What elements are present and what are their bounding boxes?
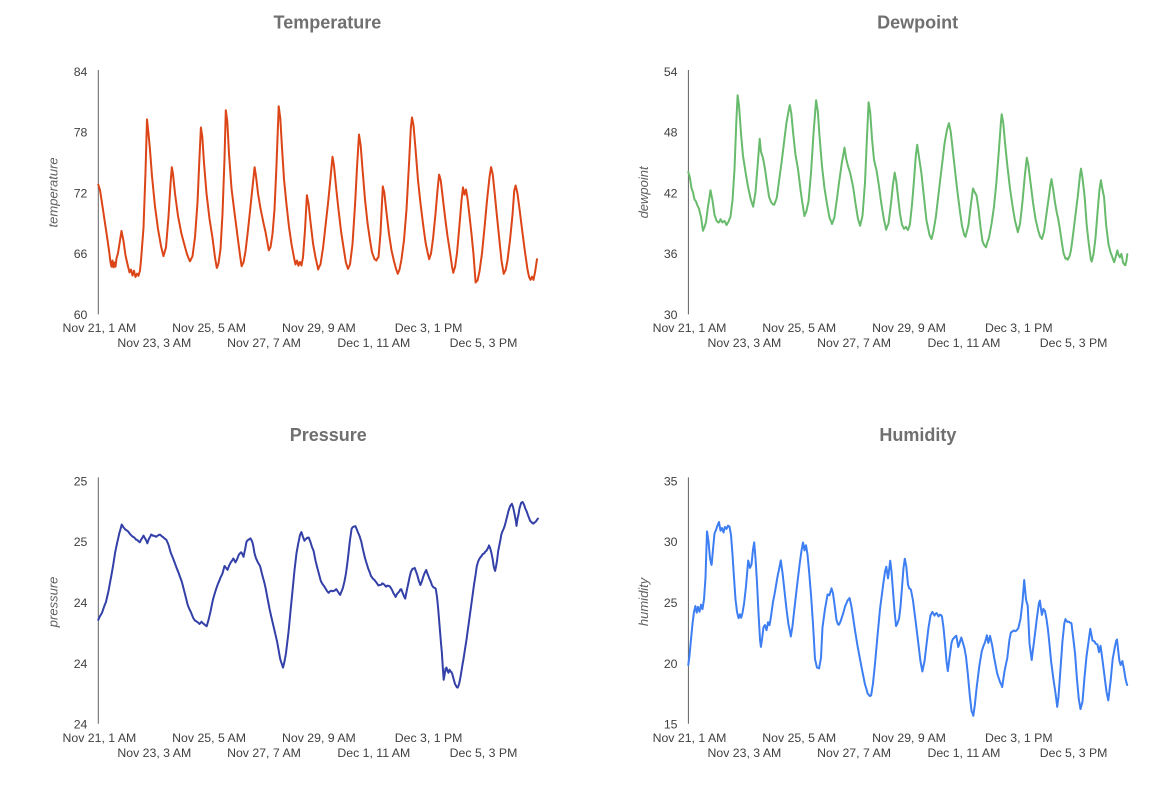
svg-text:30: 30 <box>664 308 678 322</box>
svg-text:30: 30 <box>664 535 678 549</box>
svg-text:Nov 25, 5 AM: Nov 25, 5 AM <box>762 731 836 745</box>
svg-text:48: 48 <box>664 126 678 140</box>
svg-text:25: 25 <box>74 475 88 489</box>
svg-text:Nov 29, 9 AM: Nov 29, 9 AM <box>872 321 946 335</box>
svg-text:25: 25 <box>664 596 678 610</box>
svg-text:Dec 3, 1 PM: Dec 3, 1 PM <box>985 321 1053 335</box>
svg-text:24: 24 <box>74 718 88 732</box>
svg-text:Nov 21, 1 AM: Nov 21, 1 AM <box>653 321 727 335</box>
svg-text:36: 36 <box>664 247 678 261</box>
svg-text:Dec 3, 1 PM: Dec 3, 1 PM <box>985 731 1053 745</box>
svg-text:42: 42 <box>664 186 678 200</box>
svg-text:15: 15 <box>664 718 678 732</box>
svg-text:54: 54 <box>664 65 678 79</box>
svg-text:Nov 23, 3 AM: Nov 23, 3 AM <box>707 336 781 350</box>
svg-text:Dewpoint: Dewpoint <box>877 12 958 32</box>
svg-text:humidity: humidity <box>636 576 651 626</box>
svg-text:Nov 27, 7 AM: Nov 27, 7 AM <box>817 336 891 350</box>
svg-text:Nov 23, 3 AM: Nov 23, 3 AM <box>117 336 191 350</box>
svg-text:Dec 5, 3 PM: Dec 5, 3 PM <box>450 746 518 760</box>
svg-text:Nov 23, 3 AM: Nov 23, 3 AM <box>117 746 191 760</box>
svg-text:Dec 1, 11 AM: Dec 1, 11 AM <box>927 336 1000 350</box>
svg-text:Dec 1, 11 AM: Dec 1, 11 AM <box>337 336 410 350</box>
svg-text:20: 20 <box>664 657 678 671</box>
svg-text:Nov 25, 5 AM: Nov 25, 5 AM <box>172 321 246 335</box>
svg-text:Nov 27, 7 AM: Nov 27, 7 AM <box>227 336 301 350</box>
svg-text:Nov 29, 9 AM: Nov 29, 9 AM <box>282 731 356 745</box>
svg-text:Dec 5, 3 PM: Dec 5, 3 PM <box>1040 746 1108 760</box>
svg-text:Humidity: Humidity <box>879 425 956 445</box>
svg-text:Dec 1, 11 AM: Dec 1, 11 AM <box>927 746 1000 760</box>
svg-text:Nov 21, 1 AM: Nov 21, 1 AM <box>653 731 727 745</box>
svg-text:Dec 5, 3 PM: Dec 5, 3 PM <box>450 336 518 350</box>
svg-text:24: 24 <box>74 596 88 610</box>
svg-text:35: 35 <box>664 475 678 489</box>
svg-text:Nov 25, 5 AM: Nov 25, 5 AM <box>172 731 246 745</box>
svg-text:60: 60 <box>74 308 88 322</box>
svg-text:Dec 3, 1 PM: Dec 3, 1 PM <box>395 321 463 335</box>
svg-text:Nov 27, 7 AM: Nov 27, 7 AM <box>227 746 301 760</box>
svg-text:24: 24 <box>74 657 88 671</box>
svg-text:Nov 29, 9 AM: Nov 29, 9 AM <box>872 731 946 745</box>
svg-text:Temperature: Temperature <box>274 12 382 32</box>
svg-text:Nov 21, 1 AM: Nov 21, 1 AM <box>62 321 136 335</box>
svg-text:25: 25 <box>74 535 88 549</box>
svg-text:Nov 21, 1 AM: Nov 21, 1 AM <box>62 731 136 745</box>
svg-text:Nov 23, 3 AM: Nov 23, 3 AM <box>707 746 781 760</box>
svg-text:Dec 1, 11 AM: Dec 1, 11 AM <box>337 746 410 760</box>
svg-text:72: 72 <box>74 186 88 200</box>
svg-text:Dec 3, 1 PM: Dec 3, 1 PM <box>395 731 463 745</box>
svg-text:Nov 25, 5 AM: Nov 25, 5 AM <box>762 321 836 335</box>
svg-text:66: 66 <box>74 247 88 261</box>
svg-text:84: 84 <box>74 65 88 79</box>
svg-text:78: 78 <box>74 126 88 140</box>
svg-text:temperature: temperature <box>46 157 61 227</box>
svg-text:Nov 29, 9 AM: Nov 29, 9 AM <box>282 321 356 335</box>
svg-text:pressure: pressure <box>46 577 61 629</box>
svg-text:Nov 27, 7 AM: Nov 27, 7 AM <box>817 746 891 760</box>
svg-text:dewpoint: dewpoint <box>636 165 651 218</box>
svg-text:Pressure: Pressure <box>290 425 367 445</box>
svg-text:Dec 5, 3 PM: Dec 5, 3 PM <box>1040 336 1108 350</box>
